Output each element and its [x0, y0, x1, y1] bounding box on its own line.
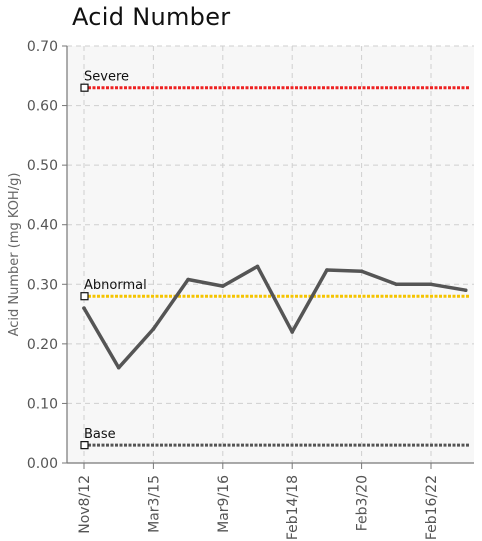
data-point: [116, 365, 121, 370]
x-tick-label: Mar9/16: [216, 475, 232, 533]
data-point: [394, 282, 399, 287]
y-tick-label: 0.10: [27, 396, 58, 412]
tick-labels: 0.00 0.10 0.20 0.30 0.40 0.50 0.60 0.70 Nov8/12 M…: [27, 39, 440, 540]
x-tick-label: Mar3/15: [146, 475, 162, 533]
data-point: [463, 288, 468, 293]
y-tick-label: 0.00: [27, 456, 58, 472]
data-point: [151, 327, 156, 331]
grid: [67, 45, 474, 463]
limit-marker-severe: [80, 83, 89, 92]
limit-marker-base: [80, 441, 89, 450]
limit-label-severe: Severe: [84, 70, 129, 85]
x-tick-label: Feb3/20: [355, 475, 371, 531]
limit-label-base: Base: [84, 427, 116, 442]
y-tick-label: 0.20: [27, 337, 58, 353]
chart-title: Acid Number: [72, 3, 231, 31]
x-tick-label: Feb14/18: [285, 475, 301, 540]
axes: [62, 45, 474, 469]
y-axis-title: Acid Number (mg KOH/g): [7, 173, 22, 337]
y-tick-label: 0.40: [27, 218, 58, 234]
y-tick-label: 0.30: [27, 277, 58, 293]
data-point: [255, 264, 260, 269]
limit-lines: Severe Abnormal Base: [80, 70, 470, 450]
data-point: [186, 277, 190, 282]
y-tick-label: 0.70: [27, 39, 58, 55]
series-line: [82, 264, 468, 370]
data-point: [359, 269, 364, 273]
data-point: [325, 268, 329, 272]
x-tick-label: Nov8/12: [77, 475, 93, 534]
limit-label-abnormal: Abnormal: [84, 278, 147, 293]
data-point: [290, 330, 295, 334]
plot-background: [67, 46, 474, 463]
data-point: [429, 282, 433, 287]
data-point: [221, 284, 225, 288]
limit-marker-abnormal: [80, 292, 89, 301]
x-tick-label: Feb16/22: [424, 475, 440, 540]
y-tick-label: 0.60: [27, 99, 58, 115]
data-point: [82, 306, 86, 310]
series-lines: [82, 264, 468, 370]
y-tick-label: 0.50: [27, 158, 58, 174]
